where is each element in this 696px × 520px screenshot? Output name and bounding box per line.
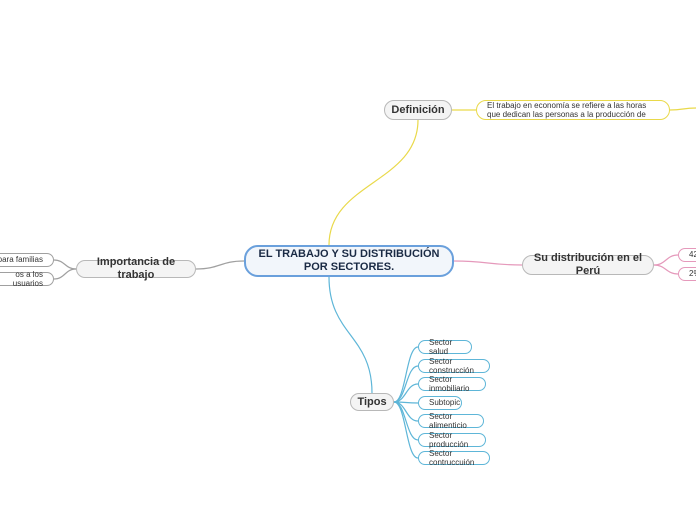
leaf-importancia-0[interactable]: ico para familias	[0, 253, 54, 267]
branch-importancia[interactable]: Importancia de trabajo	[76, 260, 196, 278]
leaf-tipos-0[interactable]: Sector salud	[418, 340, 472, 354]
leaf-tipos-1[interactable]: Sector construcción	[418, 359, 490, 373]
leaf-importancia-1[interactable]: os a los usuarios	[0, 272, 54, 286]
branch-tipos[interactable]: Tipos	[350, 393, 394, 411]
branch-distribucion[interactable]: Su distribución en el Perú	[522, 255, 654, 275]
leaf-tipos-2[interactable]: Sector inmobiliario	[418, 377, 486, 391]
leaf-definicion-0[interactable]: El trabajo en economía se refiere a las …	[476, 100, 670, 120]
leaf-distribucion-0[interactable]: 42%	[678, 248, 696, 262]
root-node[interactable]: EL TRABAJO Y SU DISTRIBUCIÓN POR SECTORE…	[244, 245, 454, 277]
leaf-tipos-5[interactable]: Sector producción	[418, 433, 486, 447]
leaf-tipos-3[interactable]: Subtopic	[418, 396, 462, 410]
leaf-tipos-4[interactable]: Sector alimenticio	[418, 414, 484, 428]
leaf-tipos-6[interactable]: Sector contruccuión	[418, 451, 490, 465]
branch-definicion[interactable]: Definición	[384, 100, 452, 120]
leaf-distribucion-1[interactable]: 2%	[678, 267, 696, 281]
